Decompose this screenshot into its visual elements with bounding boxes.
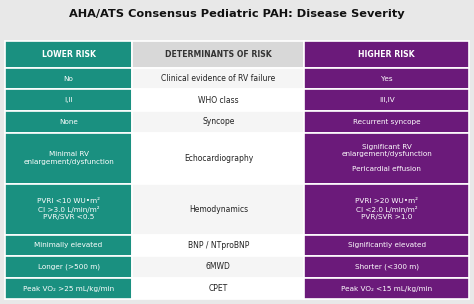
Bar [304, 133, 469, 184]
Bar [304, 68, 469, 89]
Text: AHA/ATS Consensus Pediatric PAH: Disease Severity: AHA/ATS Consensus Pediatric PAH: Disease… [69, 9, 405, 19]
Bar [132, 68, 304, 89]
Text: Significant RV
enlargement/dysfunction

Pericardial effusion: Significant RV enlargement/dysfunction P… [341, 144, 432, 172]
Bar [304, 234, 469, 256]
Text: None: None [59, 119, 78, 125]
Bar [304, 184, 469, 234]
Bar [5, 234, 132, 256]
Text: Yes: Yes [381, 76, 392, 81]
Bar [5, 111, 132, 133]
Text: WHO class: WHO class [198, 96, 239, 105]
Bar [5, 68, 132, 89]
Bar [5, 278, 132, 299]
Text: Hemodynamics: Hemodynamics [189, 205, 248, 214]
Bar [132, 41, 304, 68]
Bar [304, 89, 469, 111]
Bar [132, 184, 304, 234]
Text: DETERMINANTS OF RISK: DETERMINANTS OF RISK [165, 50, 272, 59]
Text: LOWER RISK: LOWER RISK [42, 50, 96, 59]
Bar [132, 89, 304, 111]
Bar [304, 111, 469, 133]
Bar [132, 111, 304, 133]
Bar [5, 89, 132, 111]
Bar [304, 41, 469, 68]
Text: III,IV: III,IV [379, 97, 395, 103]
Text: BNP / NTproBNP: BNP / NTproBNP [188, 241, 249, 250]
Bar [5, 41, 132, 68]
Bar [5, 133, 132, 184]
Text: No: No [64, 76, 73, 81]
Text: Clinical evidence of RV failure: Clinical evidence of RV failure [161, 74, 275, 83]
Text: 6MWD: 6MWD [206, 262, 231, 271]
Text: HIGHER RISK: HIGHER RISK [358, 50, 415, 59]
Bar [304, 278, 469, 299]
Text: Peak VO₂ <15 mL/kg/min: Peak VO₂ <15 mL/kg/min [341, 286, 432, 292]
Bar [132, 133, 304, 184]
Bar [132, 256, 304, 278]
Text: Peak VO₂ >25 mL/kg/min: Peak VO₂ >25 mL/kg/min [23, 286, 114, 292]
Text: Shorter (<300 m): Shorter (<300 m) [355, 264, 419, 270]
Text: Significantly elevated: Significantly elevated [348, 242, 426, 248]
Bar [132, 234, 304, 256]
Text: PVRI >20 WU•m²
CI <2.0 L/min/m²
PVR/SVR >1.0: PVRI >20 WU•m² CI <2.0 L/min/m² PVR/SVR … [356, 198, 419, 220]
Bar [5, 184, 132, 234]
Text: Minimal RV
enlargement/dysfunction: Minimal RV enlargement/dysfunction [23, 151, 114, 165]
Text: Minimally elevated: Minimally elevated [35, 242, 103, 248]
Text: PVRI <10 WU•m²
CI >3.0 L/min/m²
PVR/SVR <0.5: PVRI <10 WU•m² CI >3.0 L/min/m² PVR/SVR … [37, 198, 100, 220]
Bar [132, 278, 304, 299]
Text: Syncope: Syncope [202, 117, 235, 126]
Text: Recurrent syncope: Recurrent syncope [353, 119, 420, 125]
Text: I,II: I,II [64, 97, 73, 103]
Text: Echocardiography: Echocardiography [184, 154, 253, 163]
Bar [5, 256, 132, 278]
Text: CPET: CPET [209, 284, 228, 293]
Text: Longer (>500 m): Longer (>500 m) [37, 264, 100, 270]
Bar [304, 256, 469, 278]
